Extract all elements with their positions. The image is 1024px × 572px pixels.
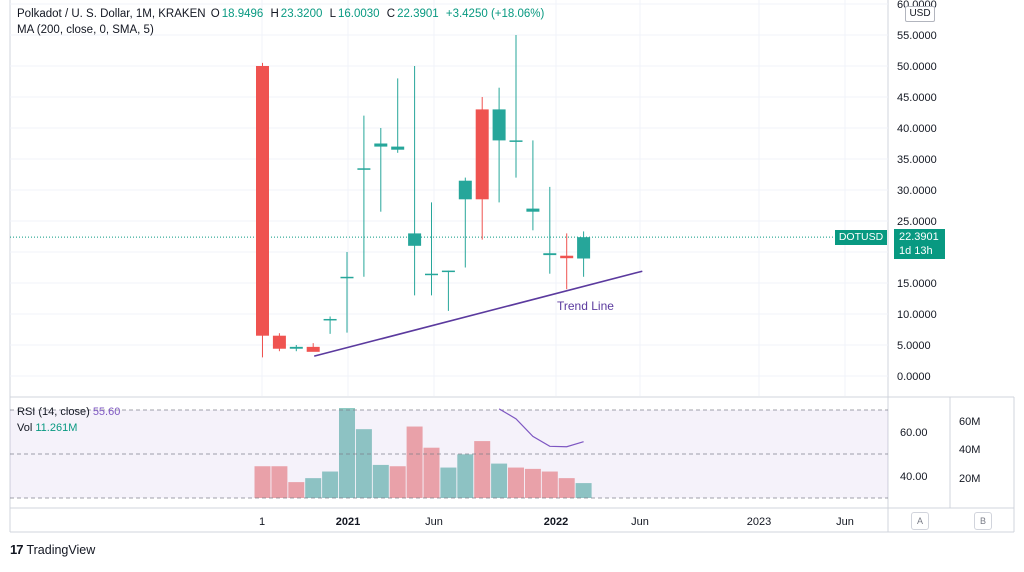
candle-body <box>357 168 371 170</box>
candle-body <box>391 146 405 150</box>
price-grid <box>10 0 888 396</box>
trend-line <box>313 270 643 357</box>
price-tick-label: 0.0000 <box>897 371 931 383</box>
price-tick-label: 50.0000 <box>897 61 937 73</box>
volume-bar <box>339 408 355 498</box>
ohlc-high: H 23.3200 <box>270 8 323 20</box>
trend-line-label: Trend Line <box>557 299 614 313</box>
price-tick-label: 25.0000 <box>897 216 937 228</box>
volume-bar <box>406 426 423 498</box>
price-tick-label: 35.0000 <box>897 154 937 166</box>
currency-tag[interactable]: USD <box>905 6 935 22</box>
price-tick-label: 40.0000 <box>897 123 937 135</box>
volume-tick-label: 20M <box>959 473 980 485</box>
price-pane <box>10 0 888 396</box>
volume-bar <box>491 463 508 498</box>
candle-body <box>256 66 269 336</box>
volume-bar <box>541 471 558 498</box>
rsi-value: 55.60 <box>92 406 121 418</box>
candle-body <box>374 143 388 147</box>
rsi-tick-label: 60.00 <box>900 427 928 439</box>
time-tick-label: 2021 <box>336 516 360 528</box>
current-price-tag: 22.3901 1d 13h <box>894 229 945 259</box>
candle-body <box>475 109 489 200</box>
volume-bar <box>389 466 406 498</box>
volume-tick-label: 60M <box>959 416 980 428</box>
volume-bar <box>271 466 288 498</box>
rsi-line <box>498 408 584 448</box>
tradingview-logo-icon: 17 <box>10 542 24 557</box>
candle-body <box>340 276 354 279</box>
volume-bar <box>558 478 575 498</box>
candle-body <box>458 180 472 200</box>
time-tick-label: Jun <box>425 516 443 528</box>
tradingview-brand[interactable]: 17 TradingView <box>10 542 95 557</box>
volume-bar <box>322 471 339 498</box>
price-tick-label: 10.0000 <box>897 309 937 321</box>
candle-body <box>543 253 557 256</box>
volume-bar <box>355 429 372 498</box>
volume-bar <box>508 467 524 498</box>
price-tick-label: 5.0000 <box>897 340 931 352</box>
log-scale-button[interactable]: B <box>974 512 992 530</box>
candle-body <box>509 140 523 142</box>
rsi-tick-label: 40.00 <box>900 471 928 483</box>
candle-body <box>408 233 422 246</box>
candle-body <box>306 346 320 352</box>
symbol-price-tag: DOTUSD <box>835 230 887 245</box>
price-tick-label: 60.0000 <box>897 0 937 11</box>
volume-bar <box>372 464 389 498</box>
time-tick-label: Jun <box>631 516 649 528</box>
volume-bar <box>423 447 440 498</box>
ohlc-low: L 16.0030 <box>329 8 380 20</box>
ohlc-open: O 18.9496 <box>210 8 264 20</box>
time-tick-label: Jun <box>836 516 854 528</box>
candle-body <box>577 237 591 259</box>
candle-body <box>323 318 337 321</box>
candle-body <box>289 346 303 349</box>
price-tick-label: 45.0000 <box>897 92 937 104</box>
ohlc-close: C 22.3901 <box>386 8 439 20</box>
volume-label: Vol <box>17 422 33 434</box>
volume-bar <box>474 441 491 498</box>
rsi-label: RSI (14, close) <box>17 406 90 418</box>
ohlc-change: +3.4250 (+18.06%) <box>445 8 545 20</box>
volume-bar <box>524 468 541 498</box>
volume-bar <box>575 483 592 498</box>
volume-bar <box>254 466 271 498</box>
bar-countdown: 1d 13h <box>899 245 933 257</box>
price-tick-label: 30.0000 <box>897 185 937 197</box>
volume-bar <box>457 454 474 498</box>
tradingview-wordmark: TradingView <box>26 543 96 557</box>
time-tick-label: 2022 <box>544 516 568 528</box>
candle-body <box>526 208 540 212</box>
volume-tick-label: 40M <box>959 444 980 456</box>
time-tick-label: 1 <box>259 516 265 528</box>
current-price: 22.3901 <box>899 231 939 243</box>
candle-body <box>425 273 438 276</box>
auto-scale-button[interactable]: A <box>911 512 929 530</box>
price-tick-label: 55.0000 <box>897 30 937 42</box>
time-tick-label: 2023 <box>747 516 771 528</box>
candle-body <box>272 335 286 349</box>
volume-bar <box>305 478 322 498</box>
candle-body <box>492 109 506 141</box>
symbol-title: Polkadot / U. S. Dollar, 1M, KRAKEN <box>17 8 206 20</box>
rsi-band <box>10 410 888 498</box>
volume-bar <box>288 482 305 498</box>
volume-bar <box>440 467 457 498</box>
symbol-legend: Polkadot / U. S. Dollar, 1M, KRAKEN O 18.… <box>17 8 546 20</box>
ma-indicator-legend[interactable]: MA (200, close, 0, SMA, 5) <box>17 24 154 36</box>
candle-body <box>560 255 574 259</box>
candle-body <box>441 270 455 273</box>
volume-legend[interactable]: Vol 11.261M <box>17 422 77 434</box>
volume-value: 11.261M <box>35 422 78 434</box>
price-tick-label: 15.0000 <box>897 278 937 290</box>
rsi-legend[interactable]: RSI (14, close) 55.60 <box>17 406 120 418</box>
